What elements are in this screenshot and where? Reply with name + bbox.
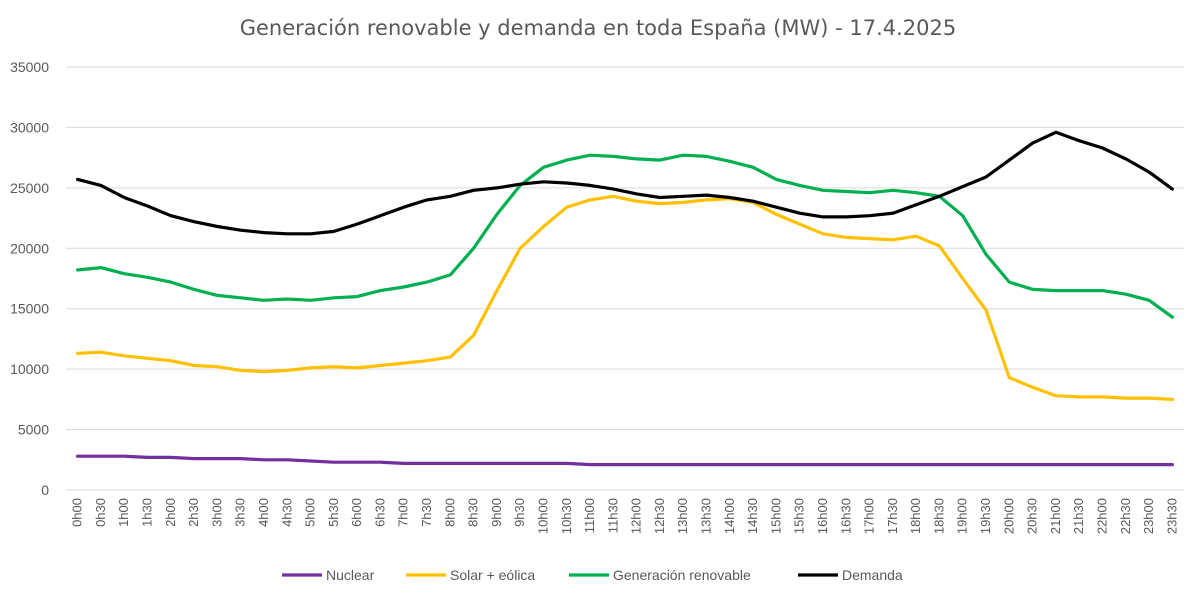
x-tick-label: 4h30 [279, 498, 294, 527]
x-tick-label: 8h00 [442, 498, 457, 527]
x-tick-label: 14h00 [722, 498, 737, 534]
x-tick-label: 7h30 [419, 498, 434, 527]
y-tick-label: 30000 [10, 119, 49, 135]
x-tick-label: 9h30 [512, 498, 527, 527]
x-tick-label: 2h00 [163, 498, 178, 527]
y-tick-label: 15000 [10, 301, 49, 317]
y-tick-label: 25000 [10, 180, 49, 196]
x-tick-label: 23h30 [1164, 498, 1179, 534]
x-tick-label: 0h00 [70, 498, 85, 527]
x-tick-label: 2h30 [186, 498, 201, 527]
x-tick-label: 10h30 [559, 498, 574, 534]
legend-label: Solar + eólica [450, 567, 535, 583]
x-tick-label: 14h30 [745, 498, 760, 534]
x-tick-label: 1h00 [116, 498, 131, 527]
series-lines [75, 130, 1175, 467]
x-tick-label: 15h30 [792, 498, 807, 534]
x-tick-label: 6h30 [372, 498, 387, 527]
x-tick-label: 19h30 [978, 498, 993, 534]
x-tick-label: 3h00 [209, 498, 224, 527]
series-line-3 [75, 153, 1175, 319]
x-tick-label: 16h30 [838, 498, 853, 534]
legend-label: Nuclear [326, 567, 375, 583]
gridlines [66, 66, 1184, 491]
x-tick-label: 6h00 [349, 498, 364, 527]
chart-title: Generación renovable y demanda en toda E… [240, 16, 957, 40]
x-tick-label: 12h00 [629, 498, 644, 534]
x-tick-label: 13h30 [699, 498, 714, 534]
x-tick-label: 5h30 [326, 498, 341, 527]
x-tick-label: 22h00 [1094, 498, 1109, 534]
x-tick-label: 22h30 [1118, 498, 1133, 534]
x-axis-ticks: 0h00 0h30 1h00 1h30 2h00 2h30 3h00 3h30 4h00 4h30… [70, 498, 1180, 534]
legend-label: Generación renovable [613, 567, 751, 583]
series-line-4 [75, 130, 1175, 236]
x-tick-label: 12h30 [652, 498, 667, 534]
x-tick-label: 3h30 [233, 498, 248, 527]
x-tick-label: 17h30 [885, 498, 900, 534]
x-tick-label: 18h00 [908, 498, 923, 534]
y-tick-label: 10000 [10, 361, 49, 377]
series-line-2 [75, 194, 1175, 401]
x-tick-label: 5h00 [303, 498, 318, 527]
x-tick-label: 8h30 [466, 498, 481, 527]
x-tick-label: 20h00 [1001, 498, 1016, 534]
x-tick-label: 11h00 [582, 498, 597, 533]
y-axis-ticks: 0 5000 10000 15000 20000 25000 30000 35000 [10, 59, 49, 498]
y-tick-label: 35000 [10, 59, 49, 75]
x-tick-label: 18h30 [931, 498, 946, 534]
y-tick-label: 0 [41, 482, 49, 498]
legend: Nuclear Solar + eólica Generación renovabl… [282, 567, 903, 583]
x-tick-label: 23h00 [1141, 498, 1156, 534]
y-tick-label: 5000 [18, 422, 49, 438]
x-tick-label: 20h30 [1025, 498, 1040, 534]
x-tick-label: 11h30 [605, 498, 620, 533]
x-tick-label: 16h00 [815, 498, 830, 534]
x-tick-label: 4h00 [256, 498, 271, 527]
x-tick-label: 15h00 [768, 498, 783, 534]
x-tick-label: 21h30 [1071, 498, 1086, 534]
x-tick-label: 1h30 [140, 498, 155, 527]
x-tick-label: 10h00 [535, 498, 550, 534]
x-tick-label: 13h00 [675, 498, 690, 534]
x-tick-label: 7h00 [396, 498, 411, 527]
x-tick-label: 19h00 [955, 498, 970, 534]
y-tick-label: 20000 [10, 240, 49, 256]
x-tick-label: 21h00 [1048, 498, 1063, 534]
x-tick-label: 0h30 [93, 498, 108, 527]
x-tick-label: 9h00 [489, 498, 504, 527]
legend-label: Demanda [842, 567, 903, 583]
x-tick-label: 17h00 [862, 498, 877, 534]
series-line-1 [75, 454, 1175, 467]
